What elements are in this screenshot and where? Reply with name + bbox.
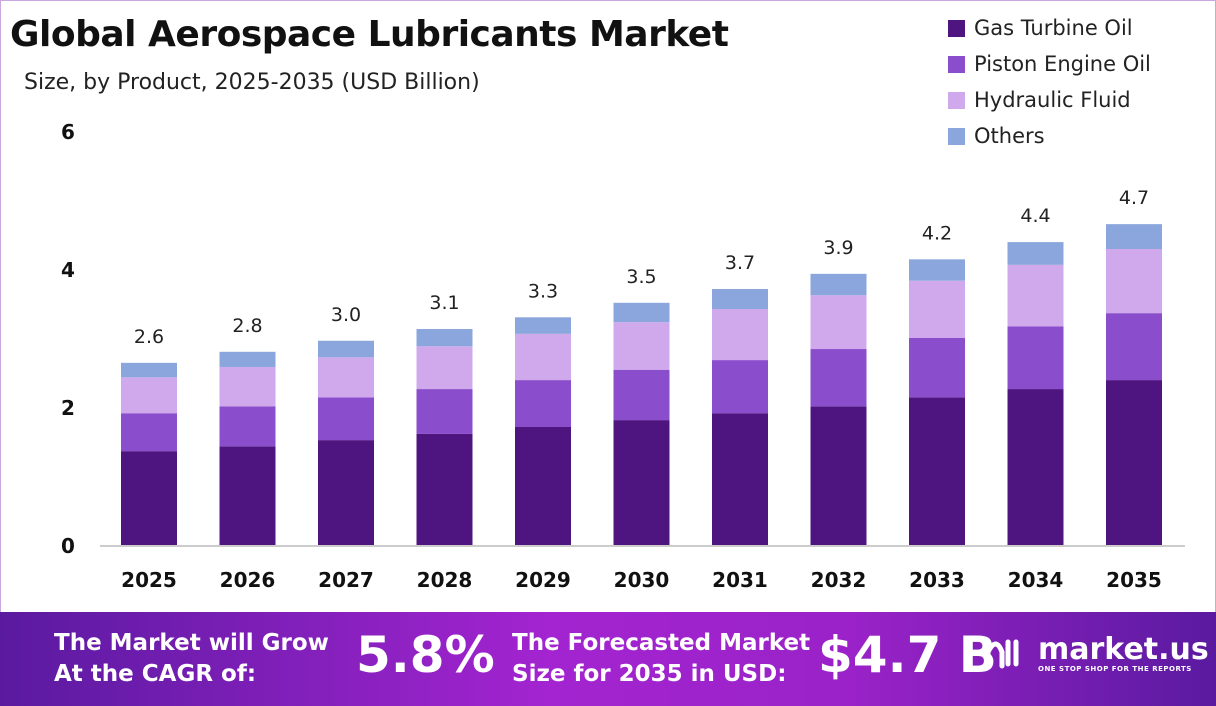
total-label: 3.0 — [331, 304, 361, 326]
legend-swatch — [948, 19, 965, 37]
cagr-label-line1: The Market will Grow — [54, 630, 329, 656]
bar-segment-hydraulic-fluid — [712, 309, 768, 361]
bar-segment-gas-turbine-oil — [515, 427, 571, 545]
cagr-value: 5.8% — [356, 626, 495, 684]
footer-banner: The Market will Grow At the CAGR of: 5.8… — [0, 612, 1216, 706]
legend: Gas Turbine Oil Piston Engine Oil Hydrauli… — [948, 10, 1151, 154]
total-label: 3.7 — [725, 252, 755, 274]
bar-segment-others — [1106, 224, 1162, 249]
x-tick-label: 2030 — [614, 568, 670, 592]
x-tick-label: 2026 — [220, 568, 276, 592]
y-tick-label: 0 — [61, 534, 75, 558]
total-label: 3.5 — [626, 266, 656, 288]
x-tick-label: 2027 — [318, 568, 374, 592]
size-label: The Forecasted Market Size for 2035 in U… — [512, 628, 810, 690]
bar-segment-hydraulic-fluid — [1007, 264, 1064, 327]
bar-segment-gas-turbine-oil — [219, 446, 276, 545]
legend-item: Others — [948, 118, 1151, 154]
bar-segment-piston-engine-oil — [712, 360, 768, 414]
total-label: 4.7 — [1119, 187, 1149, 209]
legend-item: Gas Turbine Oil — [948, 10, 1151, 46]
x-tick-label: 2035 — [1106, 568, 1162, 592]
bar-segment-hydraulic-fluid — [515, 333, 571, 381]
legend-label: Others — [974, 124, 1045, 148]
bar-segment-others — [121, 362, 177, 378]
bar-segment-others — [219, 351, 276, 367]
bar-segment-hydraulic-fluid — [613, 322, 670, 370]
total-label: 2.8 — [232, 315, 262, 337]
y-tick-label: 6 — [61, 120, 75, 144]
bar-segment-gas-turbine-oil — [1007, 389, 1064, 545]
bar-segment-others — [909, 259, 965, 281]
cagr-label: The Market will Grow At the CAGR of: — [54, 628, 329, 690]
logo-name: market.us — [1038, 632, 1209, 667]
bar-segment-hydraulic-fluid — [810, 295, 867, 350]
bar-segment-gas-turbine-oil — [810, 406, 867, 545]
logo: market.us ONE STOP SHOP FOR THE REPORTS — [982, 634, 1209, 674]
bar-segment-gas-turbine-oil — [613, 420, 670, 545]
bar-segment-hydraulic-fluid — [1106, 248, 1162, 314]
legend-label: Gas Turbine Oil — [974, 16, 1133, 40]
bar-segment-gas-turbine-oil — [1106, 380, 1162, 545]
size-value: $4.7 B — [818, 626, 997, 684]
x-tick-label: 2025 — [121, 568, 177, 592]
chart-svg: 0 2 4 6 2.6 2025 2.8 2026 3.0 2027 3.1 2028 3.3 2029 3… — [61, 120, 1185, 592]
bar-segment-others — [613, 302, 670, 323]
cagr-label-line2: At the CAGR of: — [54, 661, 257, 687]
total-label: 3.1 — [429, 292, 459, 314]
x-tick-label: 2028 — [417, 568, 473, 592]
x-tick-label: 2034 — [1008, 568, 1064, 592]
logo-icon — [985, 639, 1019, 669]
legend-swatch — [948, 91, 965, 109]
x-tick-label: 2032 — [811, 568, 867, 592]
legend-label: Piston Engine Oil — [974, 52, 1151, 76]
legend-label: Hydraulic Fluid — [974, 88, 1131, 112]
bar-segment-piston-engine-oil — [613, 369, 670, 421]
bar-segment-gas-turbine-oil — [318, 440, 374, 545]
bar-segment-hydraulic-fluid — [219, 366, 276, 407]
legend-swatch — [948, 127, 965, 145]
total-label: 3.9 — [823, 237, 853, 259]
bar-segment-piston-engine-oil — [318, 397, 374, 441]
bar-segment-others — [810, 273, 867, 296]
bar-segment-others — [318, 340, 374, 358]
bar-segment-gas-turbine-oil — [909, 397, 965, 545]
bar-segment-piston-engine-oil — [219, 406, 276, 447]
chart-title: Global Aerospace Lubricants Market — [10, 14, 729, 55]
bar-segment-piston-engine-oil — [1007, 326, 1064, 390]
bar-segment-hydraulic-fluid — [909, 280, 965, 338]
bar-segment-others — [416, 329, 473, 347]
chart-subtitle: Size, by Product, 2025-2035 (USD Billion… — [24, 70, 480, 95]
bar-segment-hydraulic-fluid — [318, 357, 374, 398]
y-tick-label: 4 — [61, 258, 75, 282]
bar-segment-gas-turbine-oil — [121, 451, 177, 545]
legend-swatch — [948, 55, 965, 73]
bar-segment-piston-engine-oil — [810, 349, 867, 407]
total-label: 3.3 — [528, 280, 558, 302]
bar-segment-hydraulic-fluid — [416, 346, 473, 390]
y-tick-label: 2 — [61, 396, 75, 420]
x-tick-label: 2031 — [712, 568, 768, 592]
bar-segment-piston-engine-oil — [121, 413, 177, 452]
x-tick-label: 2033 — [909, 568, 965, 592]
bar-segment-others — [1007, 242, 1064, 265]
legend-item: Hydraulic Fluid — [948, 82, 1151, 118]
bar-segment-gas-turbine-oil — [712, 413, 768, 545]
bar-segment-others — [712, 289, 768, 310]
total-label: 2.6 — [134, 326, 164, 348]
logo-tagline: ONE STOP SHOP FOR THE REPORTS — [1038, 665, 1192, 673]
bar-segment-piston-engine-oil — [1106, 313, 1162, 381]
total-label: 4.4 — [1020, 205, 1050, 227]
x-tick-label: 2029 — [515, 568, 571, 592]
legend-item: Piston Engine Oil — [948, 46, 1151, 82]
bar-segment-others — [515, 317, 571, 334]
bar-segment-hydraulic-fluid — [121, 377, 177, 414]
size-label-line1: The Forecasted Market — [512, 630, 811, 656]
size-label-line2: Size for 2035 in USD: — [512, 661, 787, 687]
total-label: 4.2 — [922, 222, 952, 244]
bar-segment-piston-engine-oil — [515, 380, 571, 428]
bar-segment-gas-turbine-oil — [416, 433, 473, 545]
bar-segment-piston-engine-oil — [416, 389, 473, 434]
bar-segment-piston-engine-oil — [909, 338, 965, 398]
